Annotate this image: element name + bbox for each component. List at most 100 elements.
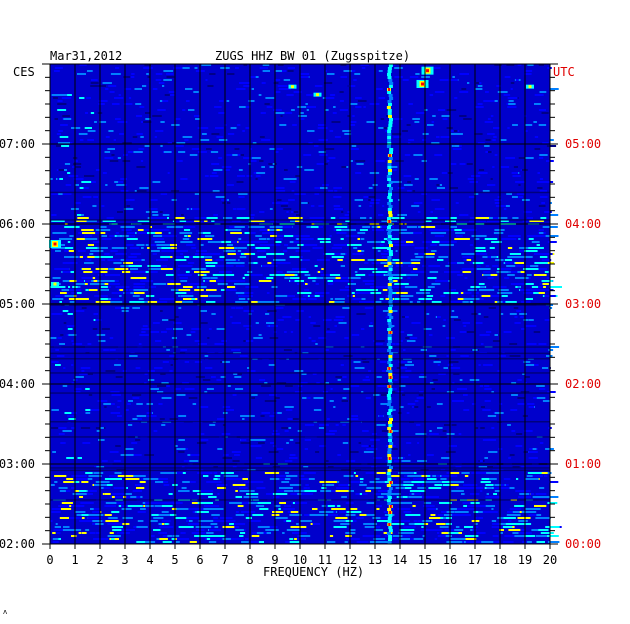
noise-streak	[373, 394, 380, 396]
persistent-line-segment	[388, 241, 393, 244]
noise-streak	[395, 286, 412, 288]
noise-streak	[147, 301, 158, 303]
noise-streak	[147, 247, 150, 249]
noise-streak	[385, 130, 388, 132]
persistent-line-segment	[387, 133, 392, 136]
noise-streak	[111, 154, 115, 156]
noise-streak	[530, 265, 539, 267]
x-tick-label: 8	[246, 553, 253, 567]
noise-streak	[52, 277, 61, 279]
noise-streak	[500, 268, 512, 270]
noise-streak	[86, 247, 98, 249]
noise-streak	[176, 448, 186, 450]
noise-streak	[365, 397, 371, 399]
persistent-line-segment	[389, 118, 393, 121]
noise-streak	[462, 301, 469, 303]
noise-streak	[486, 487, 493, 489]
noise-streak	[167, 535, 173, 537]
noise-streak	[396, 343, 402, 345]
noise-streak	[119, 505, 134, 507]
noise-streak	[512, 175, 521, 177]
noise-streak	[209, 73, 216, 75]
noise-streak	[107, 478, 122, 480]
noise-streak	[536, 541, 545, 543]
noise-streak	[160, 193, 168, 195]
noise-streak	[155, 79, 162, 81]
noise-streak	[333, 520, 346, 522]
persistent-line-segment	[389, 97, 394, 100]
noise-streak	[377, 517, 382, 519]
noise-streak	[523, 361, 531, 363]
noise-streak	[546, 277, 551, 279]
noise-streak	[401, 316, 405, 318]
noise-streak	[440, 256, 449, 258]
noise-streak	[301, 202, 308, 204]
noise-streak	[186, 520, 189, 522]
noise-streak	[269, 394, 277, 396]
noise-streak	[485, 265, 490, 267]
noise-streak	[286, 211, 289, 213]
noise-streak	[247, 244, 255, 246]
noise-streak	[176, 538, 190, 540]
noise-streak	[98, 340, 106, 342]
noise-streak	[449, 349, 456, 351]
noise-streak	[438, 109, 445, 111]
noise-streak	[140, 160, 144, 162]
noise-streak	[90, 85, 98, 87]
noise-streak	[523, 319, 529, 321]
noise-streak	[324, 70, 328, 72]
noise-streak	[441, 475, 458, 477]
noise-streak	[505, 262, 515, 264]
noise-streak	[109, 235, 115, 237]
noise-streak	[213, 466, 218, 468]
noise-streak	[231, 262, 245, 264]
persistent-line-segment	[388, 409, 393, 412]
noise-streak	[255, 178, 258, 180]
noise-streak	[290, 526, 307, 528]
noise-streak	[106, 217, 114, 219]
noise-streak	[120, 259, 126, 261]
noise-streak	[125, 409, 129, 411]
noise-streak	[449, 187, 458, 189]
noise-streak	[424, 256, 435, 258]
noise-streak	[536, 514, 542, 516]
noise-streak	[63, 367, 66, 369]
noise-streak	[282, 250, 288, 252]
noise-streak	[259, 244, 273, 246]
noise-streak	[76, 220, 91, 222]
noise-streak	[217, 418, 226, 420]
noise-streak	[147, 370, 155, 372]
noise-streak	[95, 532, 101, 534]
noise-streak	[498, 355, 506, 357]
noise-streak	[523, 451, 533, 453]
noise-streak	[188, 508, 204, 510]
noise-streak	[211, 277, 218, 279]
noise-streak	[386, 115, 389, 117]
noise-streak	[126, 238, 138, 240]
noise-streak	[269, 325, 278, 327]
noise-streak	[269, 148, 275, 150]
noise-streak	[528, 451, 538, 453]
noise-streak	[58, 130, 63, 132]
noise-streak	[461, 229, 477, 231]
noise-streak	[352, 295, 355, 297]
noise-streak	[344, 133, 352, 135]
noise-streak	[375, 301, 382, 303]
noise-streak	[214, 475, 221, 477]
noise-streak	[334, 301, 345, 303]
noise-streak	[499, 403, 503, 405]
persistent-line-segment	[387, 262, 392, 265]
noise-streak	[299, 118, 305, 120]
noise-streak	[527, 472, 542, 474]
noise-streak	[339, 109, 348, 111]
x-tick-label: 19	[518, 553, 532, 567]
noise-streak	[174, 220, 180, 222]
noise-streak	[216, 136, 224, 138]
noise-streak	[65, 529, 82, 531]
noise-streak	[446, 355, 449, 357]
noise-streak	[136, 526, 148, 528]
noise-streak	[105, 502, 117, 504]
noise-streak	[71, 340, 74, 342]
noise-streak	[277, 412, 282, 414]
noise-streak	[269, 526, 278, 528]
